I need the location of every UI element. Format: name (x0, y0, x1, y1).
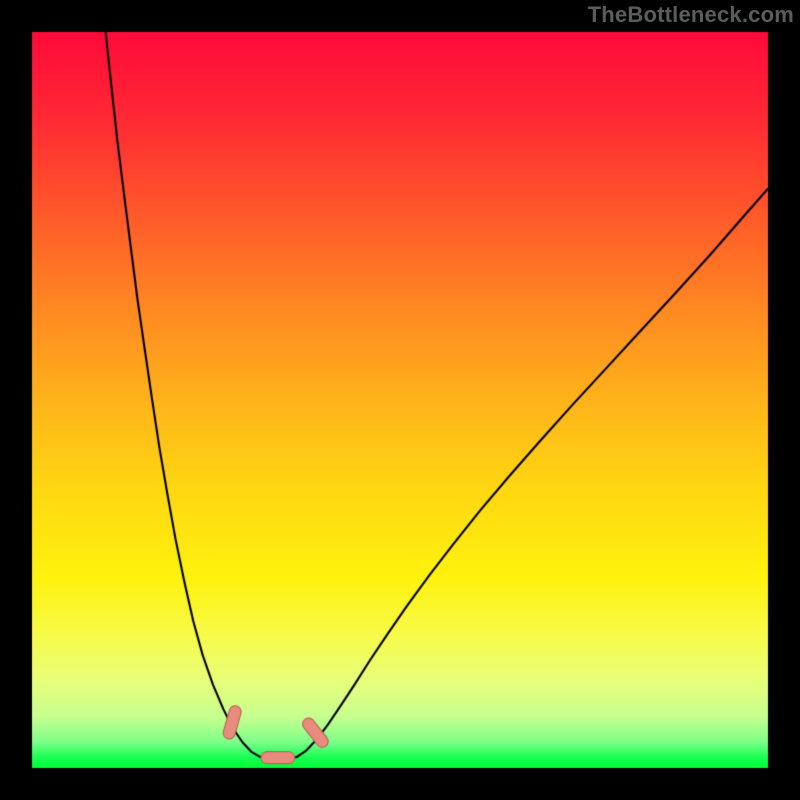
bottleneck-chart: TheBottleneck.com (0, 0, 800, 800)
watermark-text: TheBottleneck.com (588, 2, 794, 28)
chart-canvas (0, 0, 800, 800)
